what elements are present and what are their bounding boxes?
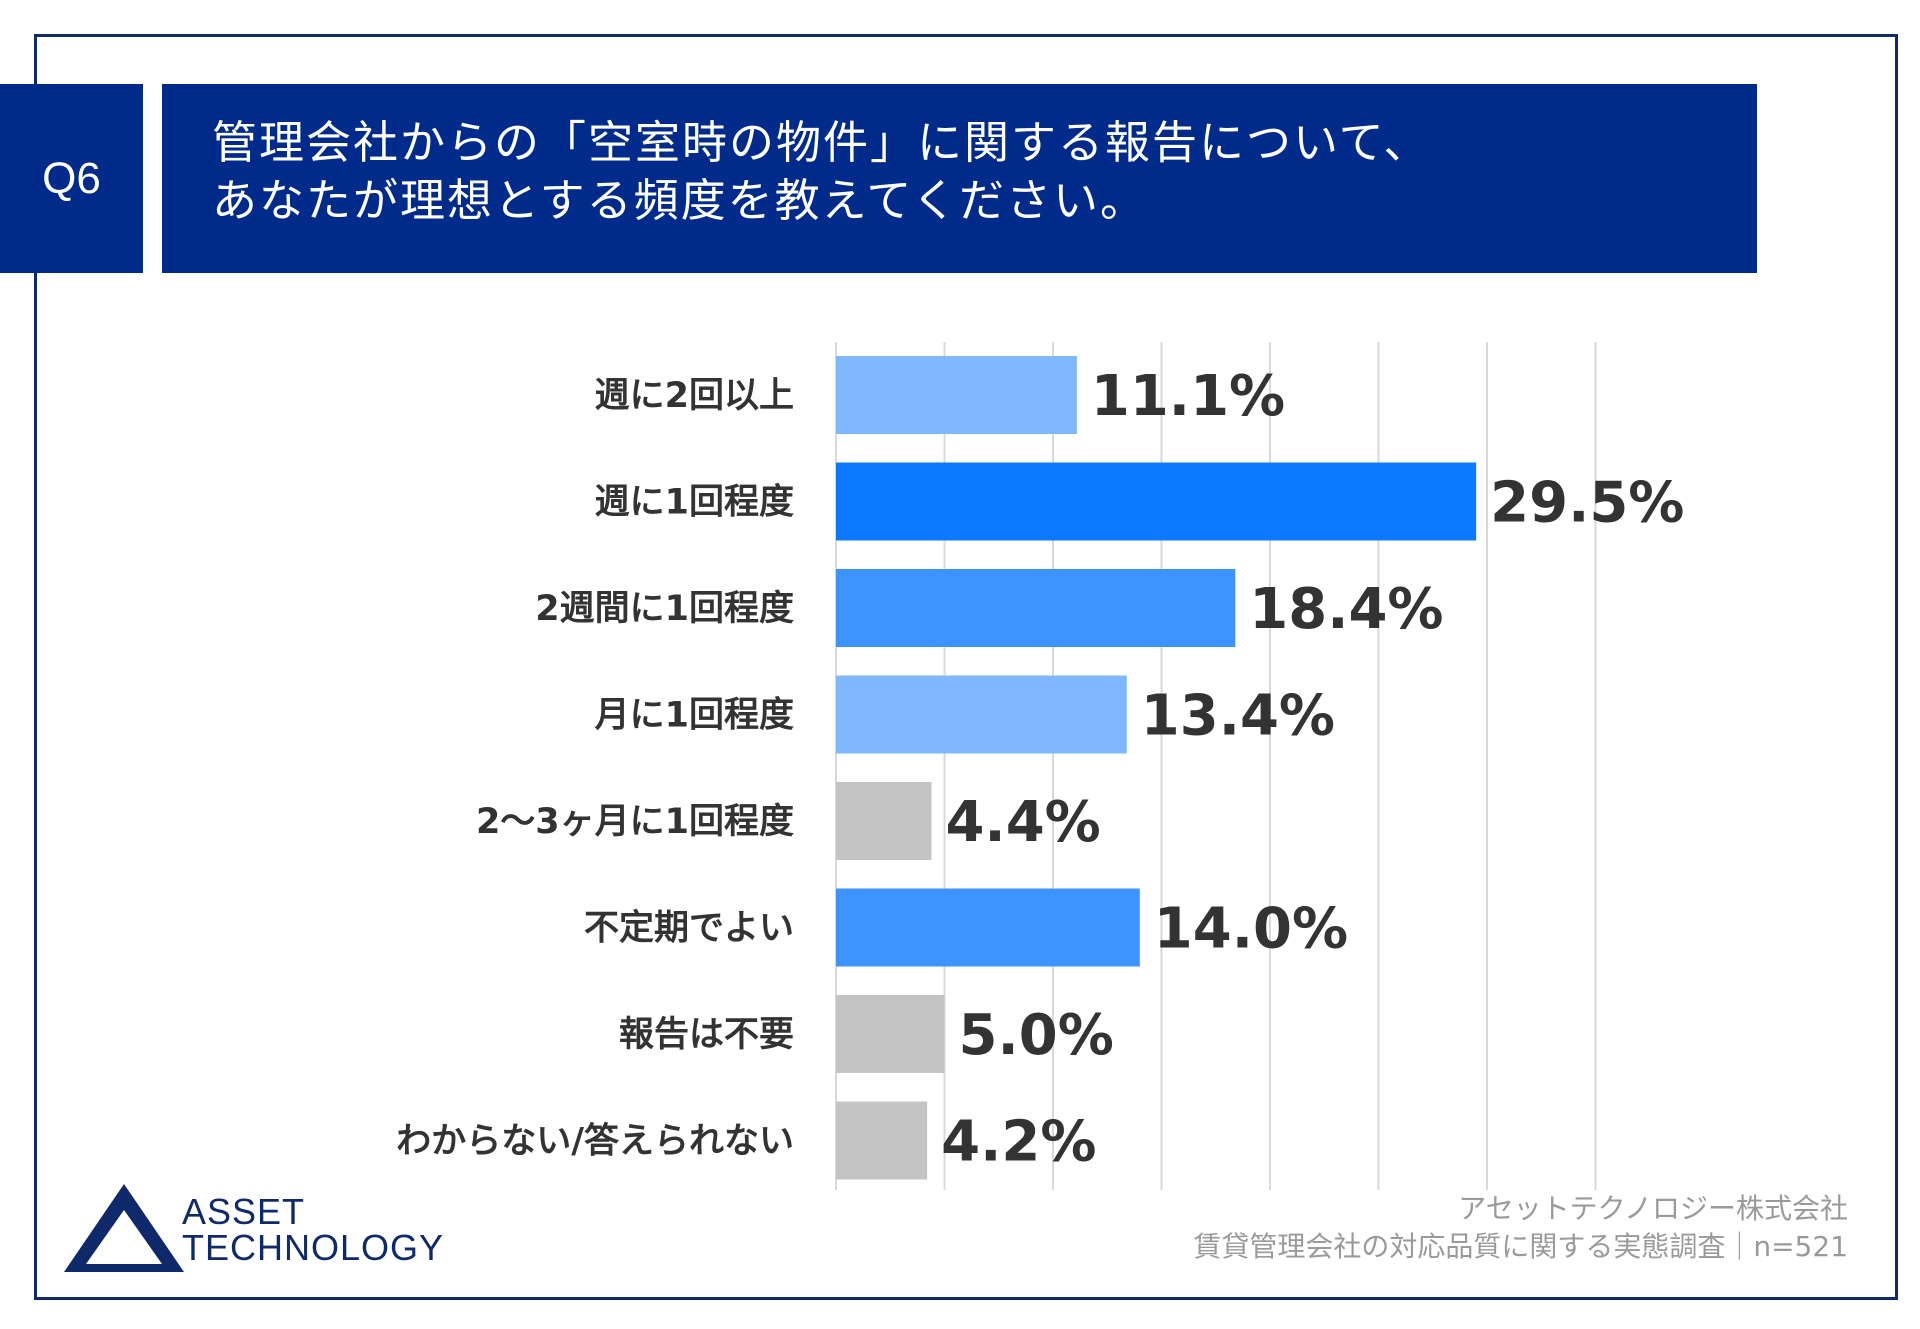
title-line-2: あなたが理想とする頻度を教えてください。 bbox=[212, 174, 1148, 227]
outer-frame bbox=[34, 34, 1898, 1300]
question-title: 管理会社からの「空室時の物件」に関する報告について、 あなたが理想とする頻度を教… bbox=[162, 84, 1757, 273]
bar bbox=[836, 1101, 928, 1180]
bar bbox=[836, 569, 1236, 647]
bar bbox=[836, 782, 932, 860]
bar bbox=[836, 675, 1127, 754]
category-label: 2週間に1回程度 bbox=[535, 589, 794, 629]
title-line-1: 管理会社からの「空室時の物件」に関する報告について、 bbox=[212, 116, 1431, 169]
value-label: 5.0% bbox=[959, 1003, 1114, 1068]
category-label: 2〜3ヶ月に1回程度 bbox=[476, 802, 794, 842]
bar bbox=[836, 356, 1077, 434]
category-label: わからない/答えられない bbox=[396, 1122, 794, 1162]
value-label: 4.2% bbox=[941, 1110, 1096, 1175]
triangle-logo-icon bbox=[64, 1184, 184, 1272]
bar bbox=[836, 888, 1140, 967]
source-company: アセットテクノロジー株式会社 bbox=[1458, 1192, 1848, 1225]
source-note: アセットテクノロジー株式会社 賃貸管理会社の対応品質に関する実態調査｜n=521 bbox=[1193, 1190, 1848, 1266]
value-label: 13.4% bbox=[1141, 684, 1335, 749]
category-label: 報告は不要 bbox=[619, 1015, 794, 1055]
value-label: 14.0% bbox=[1154, 897, 1348, 962]
category-label: 不定期でよい bbox=[584, 909, 794, 949]
value-label: 18.4% bbox=[1249, 577, 1443, 642]
bar bbox=[836, 995, 945, 1073]
value-label: 4.4% bbox=[945, 790, 1100, 855]
category-label: 週に1回程度 bbox=[595, 483, 794, 523]
company-logo: ASSET TECHNOLOGY bbox=[62, 1180, 522, 1280]
category-label: 週に2回以上 bbox=[595, 376, 794, 416]
value-label: 11.1% bbox=[1091, 364, 1285, 429]
source-survey: 賃貸管理会社の対応品質に関する実態調査｜n=521 bbox=[1193, 1230, 1848, 1263]
question-badge: Q6 bbox=[0, 84, 143, 273]
value-label: 29.5% bbox=[1490, 471, 1684, 536]
category-label: 月に1回程度 bbox=[595, 696, 794, 736]
logo-text-technology: TECHNOLOGY bbox=[182, 1227, 445, 1268]
logo-text-asset: ASSET bbox=[182, 1191, 306, 1232]
bar bbox=[836, 462, 1477, 541]
